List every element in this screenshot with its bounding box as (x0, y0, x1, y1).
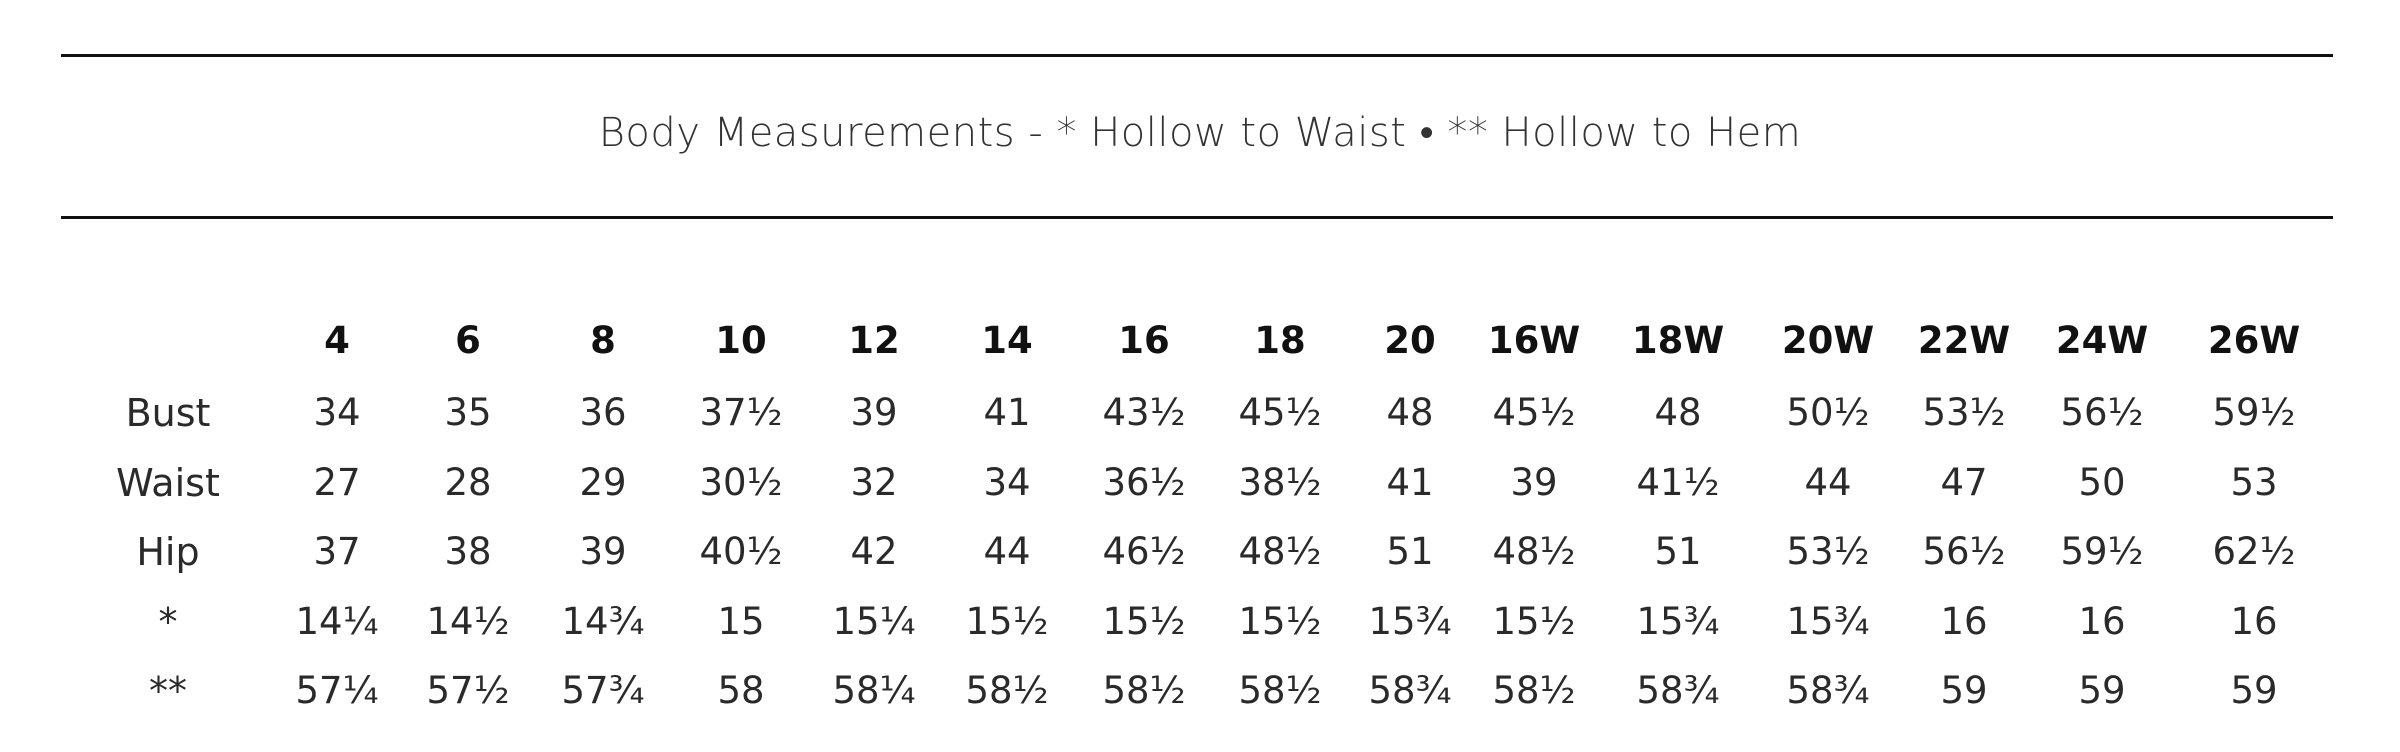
column-header: 18 (1254, 319, 1306, 362)
measurement: 44 (1804, 460, 1852, 504)
row-label: ** (149, 669, 187, 713)
row-label: * (158, 599, 178, 644)
measurement: 58½ (1492, 669, 1576, 712)
measurement: 37 (313, 530, 361, 573)
measurement: 59½ (2060, 530, 2144, 573)
measurement: 28 (444, 460, 492, 504)
measurement: 50 (2078, 460, 2126, 504)
measurement: 48 (1654, 391, 1702, 434)
measurement: 41 (1386, 460, 1434, 504)
measurement: 48½ (1238, 530, 1322, 573)
row-label: Bust (125, 391, 211, 435)
measurement: 58¾ (1636, 669, 1720, 712)
measurement: 48½ (1492, 530, 1576, 573)
measurement: 29 (579, 460, 627, 504)
measurement: 40½ (699, 530, 783, 573)
measurement: 32 (850, 460, 898, 504)
measurement: 58½ (1102, 669, 1186, 712)
measurement: 51 (1654, 530, 1702, 573)
measurement: 38½ (1238, 460, 1322, 504)
measurement: 56½ (2060, 391, 2144, 434)
measurement: 51 (1386, 530, 1434, 573)
measurement: 39 (579, 530, 627, 573)
measurement: 39 (1510, 460, 1558, 504)
measurement: 45½ (1238, 391, 1322, 434)
measurement: 16 (2230, 599, 2278, 643)
measurement: 27 (313, 460, 361, 504)
measurement: 15¾ (1786, 599, 1870, 643)
title-rule (61, 216, 2333, 219)
column-header: 18W (1631, 319, 1725, 362)
measurement: 62½ (2212, 530, 2296, 573)
measurement: 53 (2230, 460, 2278, 504)
measurement: 37½ (699, 391, 783, 434)
measurement: 57¾ (561, 669, 645, 712)
measurement: 35 (444, 391, 492, 434)
measurement: 36 (579, 391, 627, 434)
measurement: 15¾ (1636, 599, 1720, 643)
measurement: 15¾ (1368, 599, 1452, 643)
column-header: 20W (1781, 319, 1875, 362)
measurement: 59 (1940, 669, 1988, 712)
row-label: Waist (116, 460, 220, 505)
measurement: 14½ (426, 599, 510, 643)
measurement: 56½ (1922, 530, 2006, 573)
measurement: 44 (983, 530, 1031, 573)
column-header: 26W (2207, 319, 2301, 362)
measurement: 30½ (699, 460, 783, 504)
measurement: 47 (1940, 460, 1988, 504)
measurement: 41½ (1636, 460, 1720, 504)
measurement: 15½ (1102, 599, 1186, 643)
measurement: 34 (313, 391, 361, 434)
measurement: 57½ (426, 669, 510, 712)
measurement: 58½ (1238, 669, 1322, 712)
row-label: Hip (136, 530, 200, 574)
measurement: 57¼ (295, 669, 379, 712)
measurement: 34 (983, 460, 1031, 504)
top-rule (61, 54, 2333, 57)
measurement: 14¾ (561, 599, 645, 643)
measurement: 36½ (1102, 460, 1186, 504)
measurement: 58¾ (1368, 669, 1452, 712)
column-header: 16W (1487, 319, 1581, 362)
measurement: 59 (2230, 669, 2278, 712)
column-header: 8 (590, 319, 616, 362)
column-header: 14 (981, 319, 1033, 362)
table-title: Body Measurements - * Hollow to Waist • … (598, 110, 1802, 156)
measurement: 15½ (965, 599, 1049, 643)
column-header: 4 (324, 319, 350, 362)
measurement: 16 (1940, 599, 1988, 643)
measurement: 59½ (2212, 391, 2296, 434)
measurement: 48 (1386, 391, 1434, 434)
measurement: 46½ (1102, 530, 1186, 573)
measurement: 58½ (965, 669, 1049, 712)
column-header: 24W (2055, 319, 2149, 362)
measurement: 58¾ (1786, 669, 1870, 712)
measurement: 15½ (1492, 599, 1576, 643)
column-header: 20 (1384, 319, 1436, 362)
measurement: 53½ (1922, 391, 2006, 434)
measurement: 43½ (1102, 391, 1186, 434)
column-header: 16 (1118, 319, 1170, 362)
measurement: 50½ (1786, 391, 1870, 434)
measurement: 15½ (1238, 599, 1322, 643)
measurement: 39 (850, 391, 898, 434)
measurement: 58¼ (832, 669, 916, 712)
measurement: 42 (850, 530, 898, 573)
measurement: 38 (444, 530, 492, 573)
column-header: 12 (848, 319, 900, 362)
column-header: 6 (455, 319, 481, 362)
measurement: 16 (2078, 599, 2126, 643)
measurement: 45½ (1492, 391, 1576, 434)
measurement: 58 (717, 669, 765, 712)
measurement: 41 (983, 391, 1031, 434)
measurement: 15¼ (832, 599, 916, 643)
column-header: 10 (715, 319, 767, 362)
measurement: 53½ (1786, 530, 1870, 573)
measurement: 59 (2078, 669, 2126, 712)
measurement: 15 (717, 599, 765, 643)
column-header: 22W (1917, 319, 2011, 362)
measurement: 14¼ (295, 599, 379, 643)
